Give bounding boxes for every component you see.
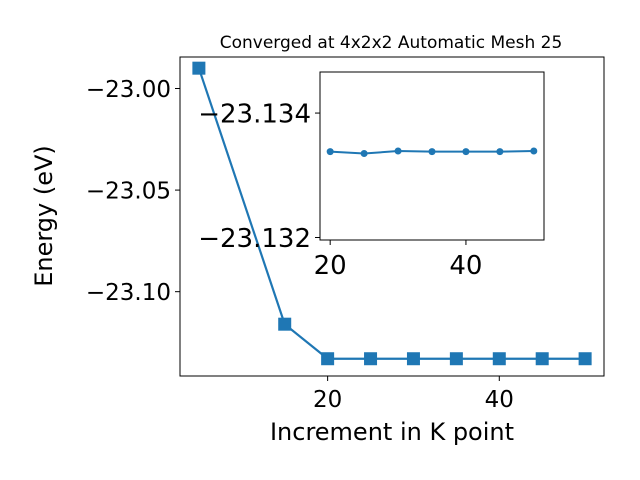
inset-background xyxy=(320,72,544,240)
data-point xyxy=(492,352,506,366)
main-x-ticks: 20 40 xyxy=(313,376,514,413)
data-point xyxy=(364,352,378,366)
main-plot-frame xyxy=(179,56,605,377)
x-tick-label: 40 xyxy=(485,387,514,413)
y-tick-label: −23.132 xyxy=(198,224,311,254)
x-axis-label: Increment in K point xyxy=(270,418,514,446)
main-plot-marks xyxy=(192,61,592,366)
chart-title: Converged at 4x2x2 Automatic Mesh 25 xyxy=(220,33,563,53)
data-point xyxy=(449,352,463,366)
data-point xyxy=(428,148,436,156)
y-tick-label: −23.10 xyxy=(86,280,171,306)
data-point xyxy=(462,148,470,156)
inset-y-ticks: −23.134 −23.132 xyxy=(198,99,320,254)
x-tick-label: 40 xyxy=(449,251,482,281)
data-point xyxy=(530,147,538,155)
inset-plot-marks xyxy=(326,147,538,158)
x-tick-label: 20 xyxy=(314,251,347,281)
y-tick-label: −23.05 xyxy=(86,178,171,204)
data-point xyxy=(192,61,206,75)
data-point xyxy=(535,352,549,366)
inset-x-ticks: 20 40 xyxy=(314,240,482,281)
y-tick-label: −23.134 xyxy=(198,99,311,129)
data-point xyxy=(326,148,334,156)
inset-plot-frame xyxy=(319,71,545,241)
data-point xyxy=(278,317,292,331)
data-point xyxy=(406,352,420,366)
main-chart: Converged at 4x2x2 Automatic Mesh 25 20 4… xyxy=(30,33,605,446)
inset-chart: 20 40 −23.134−23.132 xyxy=(198,71,545,281)
x-tick-label: 20 xyxy=(313,387,342,413)
data-point xyxy=(394,147,402,155)
data-point xyxy=(360,150,368,158)
main-y-ticks: −23.00 −23.05 −23.10 xyxy=(86,77,180,306)
data-point xyxy=(578,352,592,366)
data-point xyxy=(496,148,504,156)
y-axis-label: Energy (eV) xyxy=(30,145,58,287)
y-tick-label: −23.00 xyxy=(86,77,171,103)
data-point xyxy=(321,352,335,366)
